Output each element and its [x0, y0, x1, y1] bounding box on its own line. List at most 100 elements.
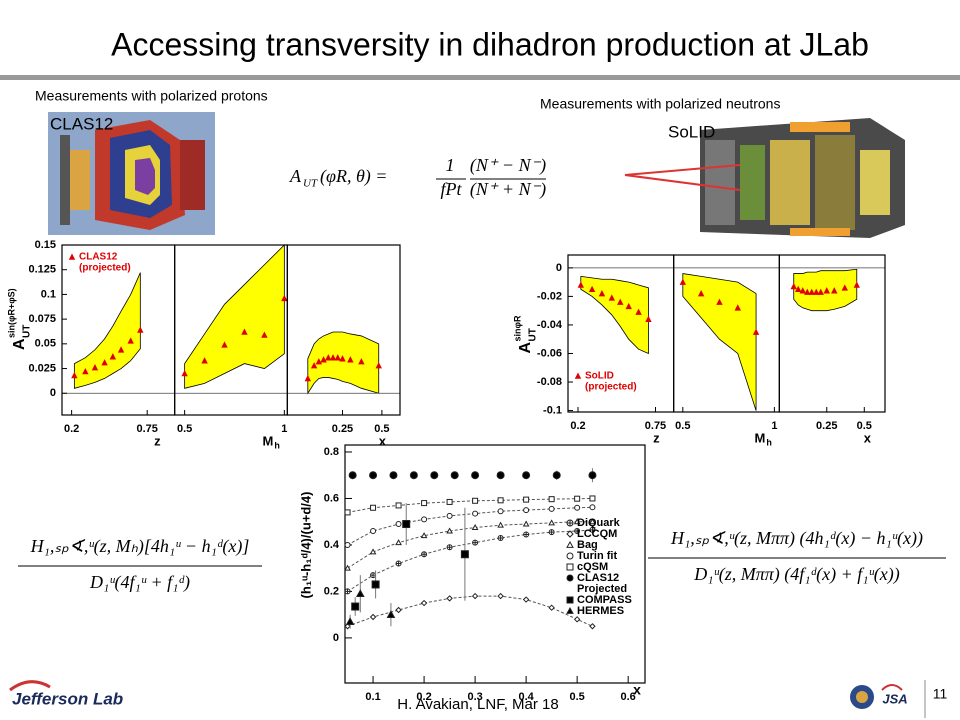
data-point	[281, 294, 288, 302]
marker	[421, 516, 428, 523]
x-axis-label: M	[262, 433, 273, 448]
marker	[395, 560, 402, 567]
data-point	[375, 362, 382, 369]
data-point	[625, 302, 632, 310]
y-tick-label: -0.08	[537, 376, 562, 388]
marker	[566, 563, 574, 571]
marker	[446, 595, 453, 602]
uncertainty-band	[73, 272, 141, 389]
uncertainty-band	[793, 268, 858, 312]
data-point	[577, 281, 585, 288]
legend-label: CLAS12	[577, 572, 619, 584]
y-tick-label: 0.6	[324, 492, 339, 504]
footer: Jefferson Lab H. Avakian, LNF, Mar 18 JS…	[9, 680, 947, 718]
data-point	[598, 290, 606, 297]
y-tick-label: 0	[50, 387, 56, 399]
x-tick-label: 0.1	[365, 691, 380, 703]
y-label-sup: sinφR	[512, 315, 522, 341]
marker	[471, 592, 479, 600]
formula-part: D₁ᵘ(z, Mππ) (4f₁ᵈ(x) + f₁ᵘ(x))	[693, 564, 900, 585]
x-tick-label: 0.75	[136, 423, 157, 435]
data-point	[347, 356, 354, 363]
uncertainty-band	[184, 244, 285, 389]
marker	[345, 617, 355, 625]
y-tick-label: 0.4	[324, 539, 340, 551]
clas12-picture	[48, 112, 215, 235]
marker	[420, 599, 428, 607]
marker	[369, 548, 377, 555]
data-point	[109, 353, 117, 360]
data-point	[320, 356, 327, 363]
marker	[369, 613, 377, 621]
data-point	[91, 364, 99, 371]
marker	[471, 471, 480, 480]
y-axis-label: (h₁ᵘ-h₁ᵈ/4)/(u+d/4)	[298, 492, 313, 599]
marker	[497, 497, 504, 504]
data-point	[734, 304, 741, 311]
data-point	[137, 326, 144, 333]
x-tick-label: 0.75	[645, 420, 666, 432]
marker	[351, 602, 360, 611]
formula-part: H₁,ₛₚ∢,ᵘ(z, Mππ) (4h₁ᵈ(x) − h₁ᵘ(x))	[670, 528, 923, 549]
data-point	[241, 328, 248, 335]
marker	[548, 496, 555, 503]
data-point	[608, 294, 616, 301]
data-point	[716, 298, 723, 305]
data-point	[679, 278, 687, 285]
marker	[460, 550, 469, 559]
uncertainty-band	[580, 275, 649, 355]
y-label-base: A	[11, 338, 28, 350]
title-rule	[0, 75, 960, 80]
legend-label: SoLID	[585, 371, 614, 382]
legend-label: CLAS12	[79, 252, 118, 263]
x-tick-label: 0.5	[569, 691, 584, 703]
data-point	[813, 288, 820, 295]
data-point	[617, 298, 624, 305]
marker	[574, 528, 581, 534]
detector-label: SoLID	[668, 122, 715, 141]
marker	[472, 510, 479, 517]
marker	[523, 507, 530, 514]
marker	[497, 508, 504, 515]
marker	[496, 471, 505, 480]
y-label-sup: sin(φR+φS)	[6, 288, 16, 338]
marker	[522, 471, 531, 480]
y-tick-label: 0.125	[28, 264, 56, 276]
x-tick-label: 0.3	[467, 691, 482, 703]
asymmetry-formula: A UT (φR, θ) = 1 fPt (N⁺ − N⁻) (N⁺ + N⁻)	[289, 155, 546, 200]
data-point	[808, 288, 815, 295]
x-axis-label: x	[864, 430, 872, 445]
footer-logo: JSA	[882, 691, 907, 706]
marker	[446, 527, 453, 534]
data-point	[841, 284, 848, 291]
data-point	[101, 359, 108, 366]
y-tick-label: 0	[333, 632, 339, 644]
x-tick-label: 1	[771, 420, 777, 432]
marker	[522, 596, 530, 603]
marker	[573, 518, 581, 525]
marker	[522, 520, 530, 527]
y-label-sub: UT	[22, 325, 33, 338]
marker	[348, 471, 357, 480]
y-tick-label: 0	[556, 262, 562, 274]
marker	[395, 606, 402, 614]
marker	[420, 532, 428, 539]
y-tick-label: -0.04	[537, 319, 563, 331]
y-tick-label: 0.05	[35, 338, 56, 350]
formula-part: H₁,ₛₚ∢,ᵘ(z, Mₕ)[4h₁ᵘ − h₁ᵈ(x)]	[30, 536, 250, 557]
data-point	[127, 337, 134, 344]
legend-label: Bag	[577, 539, 598, 551]
x-tick-label: 0.5	[857, 420, 872, 432]
x-tick-label: 0.6	[621, 691, 636, 703]
caption: Measurements with polarized protons	[35, 88, 268, 104]
marker	[344, 623, 351, 630]
x-tick-label: 0.5	[177, 423, 192, 435]
formula-part: A	[289, 166, 302, 186]
legend-note: (projected)	[79, 263, 131, 274]
marker	[589, 518, 596, 525]
data-point	[790, 282, 797, 290]
solid-picture	[620, 115, 905, 240]
marker	[497, 592, 504, 600]
